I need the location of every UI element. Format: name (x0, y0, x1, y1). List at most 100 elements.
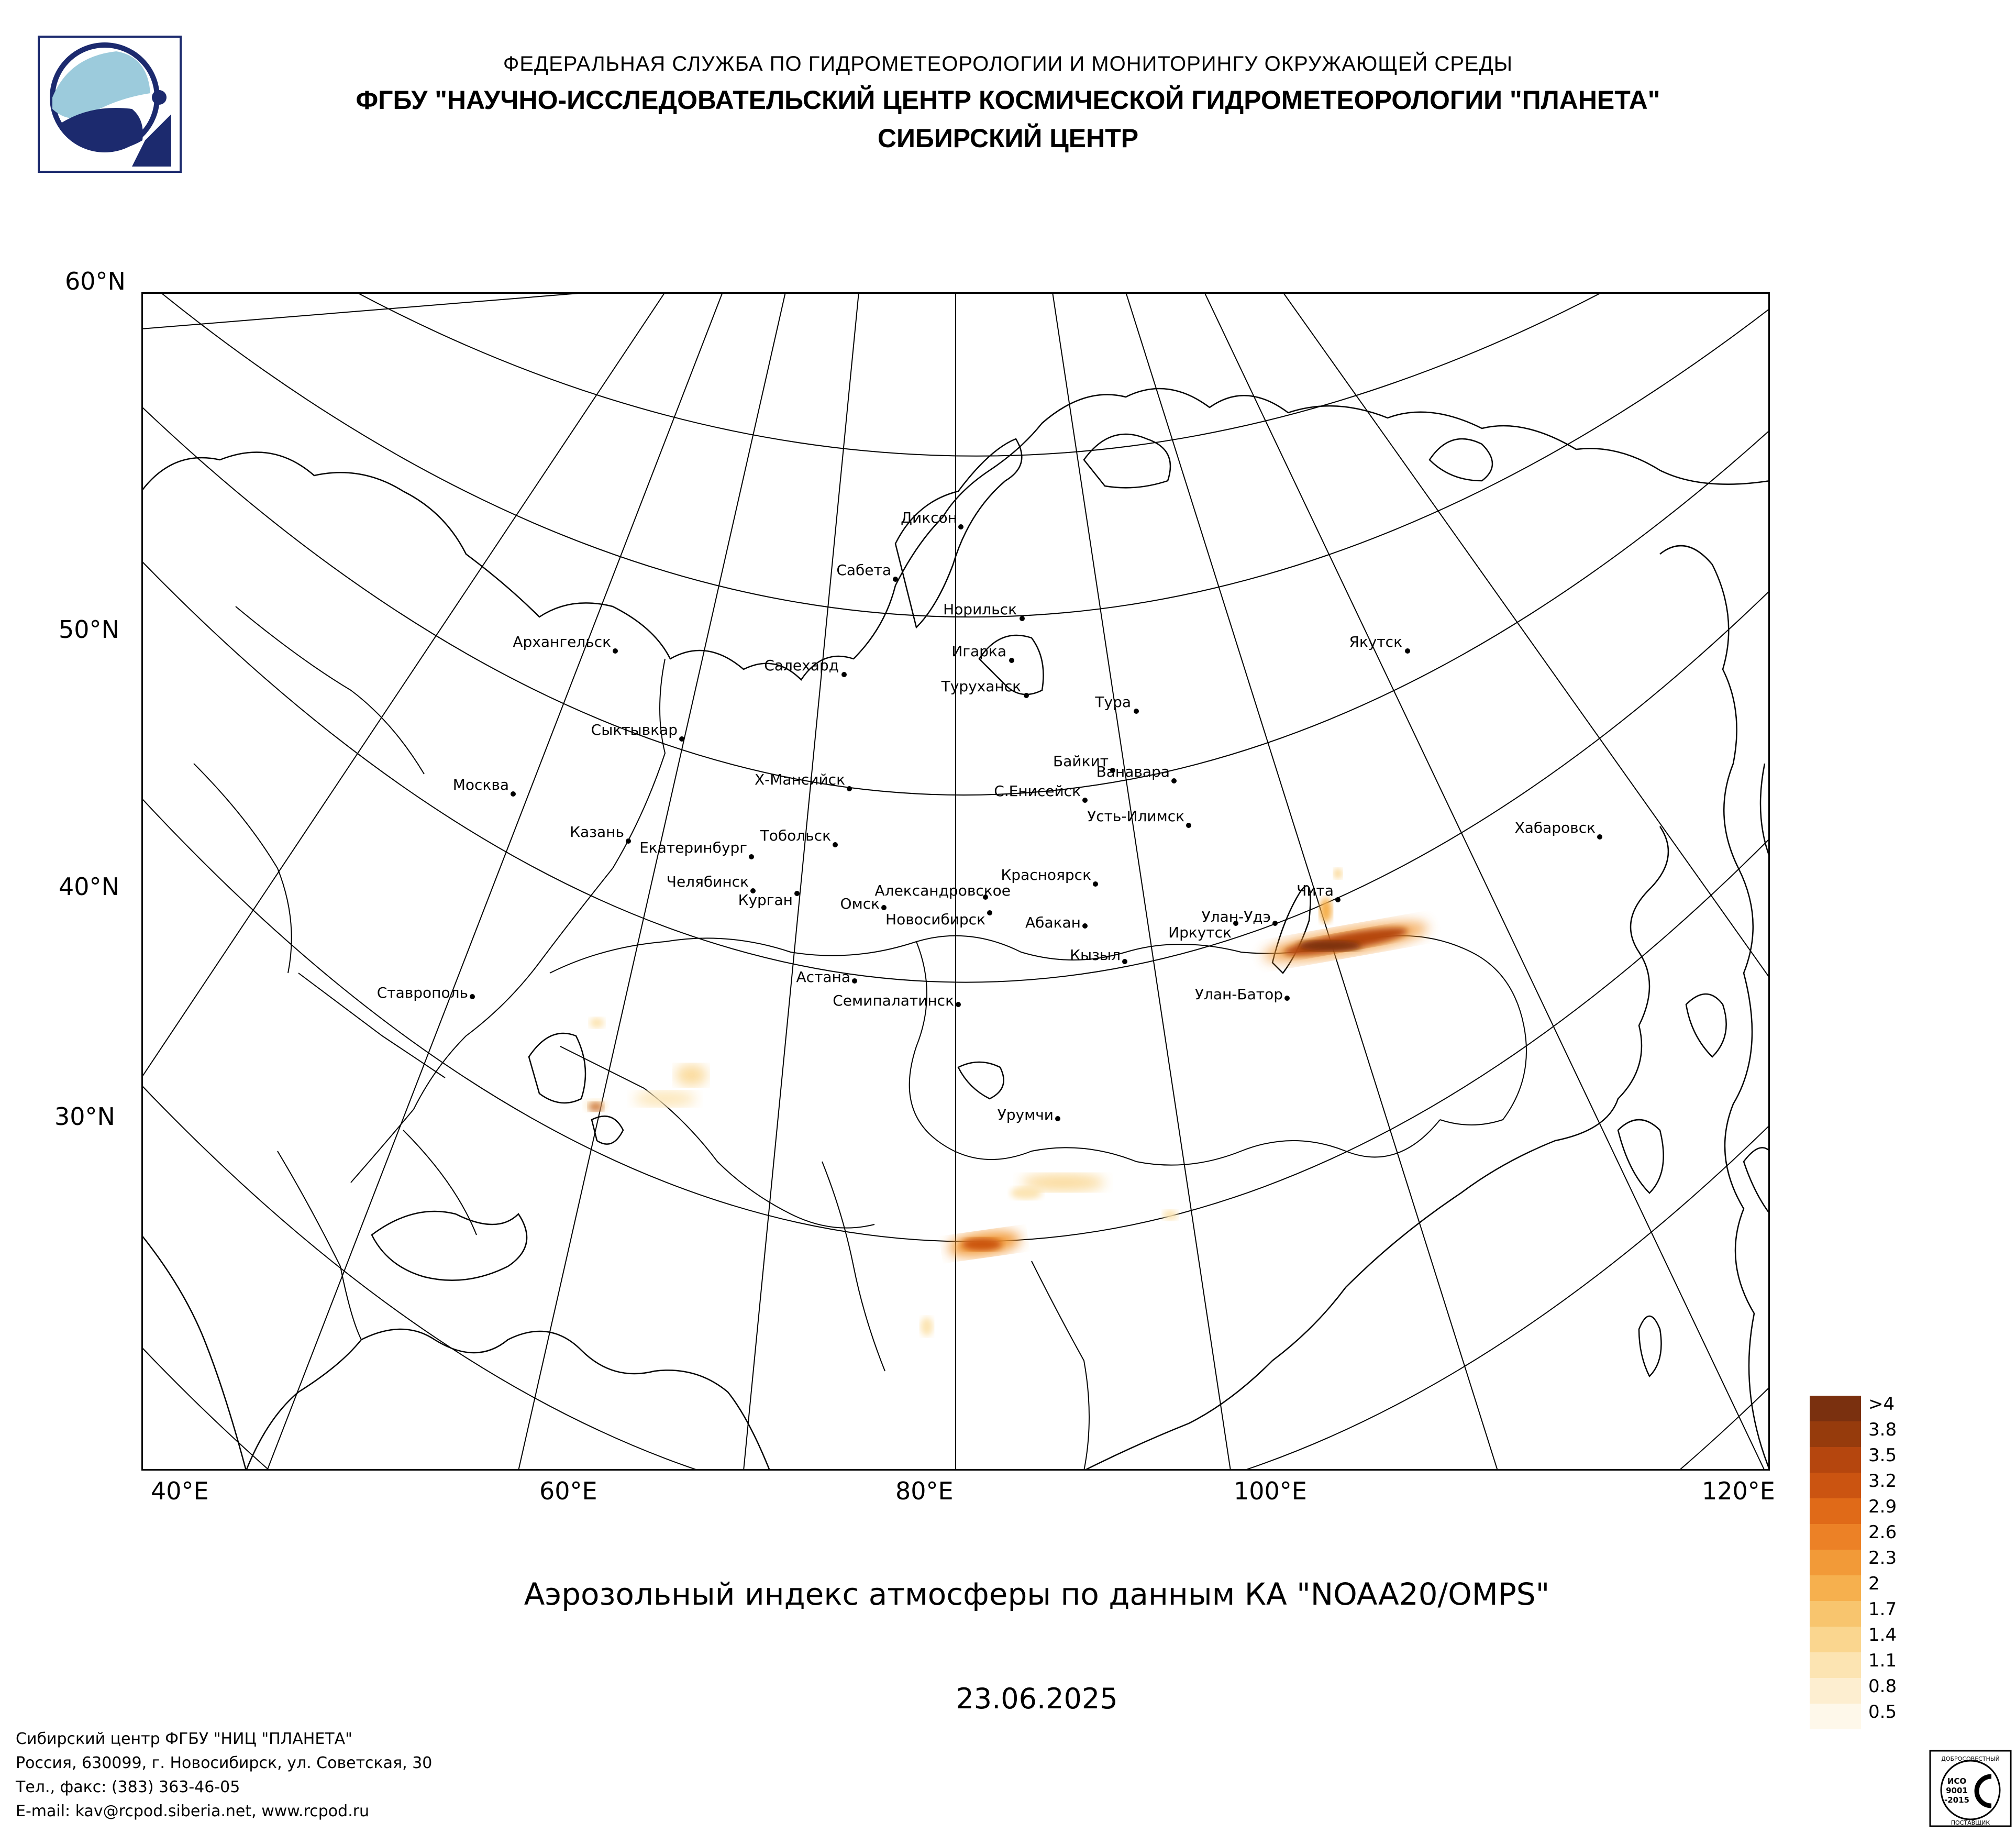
city-aleksandrovskoye: Александровское (875, 882, 1011, 900)
city-arkhangelsk: Архангельск (513, 633, 618, 654)
country-borders (193, 606, 1527, 1471)
legend-swatch (1810, 1524, 1861, 1550)
legend-swatch (1810, 1575, 1861, 1601)
planeta-logo-icon (38, 36, 182, 173)
city-omsk: Омск (840, 895, 887, 912)
aerosol-plumes (584, 868, 1428, 1336)
svg-text:Архангельск: Архангельск (513, 633, 611, 650)
svg-text:С.Енисейск: С.Енисейск (994, 782, 1081, 800)
city-stavropol: Ставрополь (377, 984, 475, 1001)
iso-certificate-icon: ДОБРОСОВЕСТНЫЙ ИСО 9001 -2015 ПОСТАВЩИК (1929, 1750, 2012, 1827)
svg-text:Тура: Тура (1094, 693, 1131, 711)
legend-item: 2 (1810, 1573, 1914, 1601)
center-title: СИБИРСКИЙ ЦЕНТР (877, 124, 1139, 153)
footer-org: Сибирский центр ФГБУ "НИЦ "ПЛАНЕТА" (16, 1730, 352, 1748)
city-ulan-ude: Улан-Удэ (1202, 908, 1278, 926)
legend-item: 2.3 (1810, 1548, 1914, 1575)
map-date: 23.06.2025 (956, 1682, 1118, 1715)
city-syktyvkar: Сыктывкар (591, 721, 684, 742)
city-dikson: Диксон (901, 509, 963, 529)
legend-label: 1.7 (1868, 1599, 1897, 1620)
agency-title: ФЕДЕРАЛЬНАЯ СЛУЖБА ПО ГИДРОМЕТЕОРОЛОГИИ … (503, 52, 1513, 75)
city-sabeta: Сабета (836, 561, 898, 582)
svg-text:Новосибирск: Новосибирск (885, 911, 985, 928)
city-chita: Чита (1297, 882, 1341, 902)
legend-swatch (1810, 1704, 1861, 1729)
city-kyzyl: Кызыл (1070, 946, 1127, 964)
svg-text:Усть-Илимск: Усть-Илимск (1087, 808, 1184, 825)
longitude-graticule (141, 292, 1770, 1471)
svg-text:Диксон: Диксон (901, 509, 957, 526)
city-krasnoyarsk: Красноярск (1001, 866, 1098, 887)
svg-text:Челябинск: Челябинск (667, 873, 749, 890)
city-yekaterinburg: Екатеринбург (639, 839, 754, 859)
legend-label: 0.5 (1868, 1702, 1897, 1722)
legend-label: >4 (1868, 1394, 1895, 1415)
legend-item: 1.7 (1810, 1599, 1914, 1627)
svg-text:Семипалатинск: Семипалатинск (833, 992, 954, 1009)
legend-label: 0.8 (1868, 1676, 1897, 1697)
city-tura: Тура (1094, 693, 1139, 714)
city-urumqi: Урумчи (998, 1106, 1060, 1123)
city-salekhard: Салехард (764, 657, 847, 677)
legend-label: 3.5 (1868, 1445, 1897, 1466)
svg-text:Улан-Батор: Улан-Батор (1195, 986, 1283, 1003)
city-irkutsk: Иркутск (1168, 921, 1238, 941)
coastlines (141, 388, 1770, 1471)
city-norilsk: Норильск (943, 601, 1025, 621)
legend-label: 2.9 (1868, 1496, 1897, 1517)
svg-text:Красноярск: Красноярск (1001, 866, 1091, 884)
svg-text:Байкит: Байкит (1053, 753, 1109, 770)
svg-text:Чита: Чита (1297, 882, 1334, 899)
legend-swatch (1810, 1678, 1861, 1704)
legend-item: 3.8 (1810, 1419, 1914, 1447)
svg-text:Норильск: Норильск (943, 601, 1017, 618)
svg-text:-2015: -2015 (1944, 1795, 1969, 1805)
footer-email: E-mail: kav@rcpod.siberia.net, www.rcpod… (16, 1802, 370, 1820)
city-turukhansk: Туруханск (941, 678, 1029, 698)
legend-swatch (1810, 1627, 1861, 1652)
legend-item: 2.6 (1810, 1522, 1914, 1550)
lon-label-80: 80°E (895, 1477, 954, 1505)
lon-label-40: 40°E (151, 1477, 209, 1505)
svg-text:Кызыл: Кызыл (1070, 946, 1121, 964)
city-khabarovsk: Хабаровск (1515, 819, 1602, 840)
city-s-yeniseysk: С.Енисейск (994, 782, 1088, 803)
lat-label-30: 30°N (54, 1102, 115, 1131)
svg-text:Салехард: Салехард (764, 657, 839, 674)
svg-text:Хабаровск: Хабаровск (1515, 819, 1596, 836)
city-markers: Диксон Сабета Норильск Игарка Туруханск … (377, 509, 1602, 1123)
svg-text:ИСО: ИСО (1947, 1776, 1966, 1786)
lon-label-100: 100°E (1234, 1477, 1307, 1505)
lon-label-120: 120°E (1702, 1477, 1775, 1505)
legend-label: 3.8 (1868, 1419, 1897, 1440)
legend-item: 3.5 (1810, 1445, 1914, 1473)
legend-swatch (1810, 1550, 1861, 1575)
legend-label: 2.6 (1868, 1522, 1897, 1543)
svg-text:Иркутск: Иркутск (1168, 924, 1232, 941)
city-yakutsk: Якутск (1349, 633, 1410, 654)
legend-label: 1.4 (1868, 1625, 1897, 1646)
city-kh-mansiysk: Х-Мансийск (755, 771, 852, 791)
svg-text:Якутск: Якутск (1349, 633, 1402, 650)
legend-label: 2 (1868, 1573, 1880, 1594)
legend-swatch (1810, 1447, 1861, 1473)
legend-item: >4 (1810, 1394, 1914, 1421)
legend-label: 2.3 (1868, 1548, 1897, 1569)
svg-text:Тобольск: Тобольск (760, 827, 831, 844)
svg-text:Казань: Казань (570, 823, 624, 841)
legend-item: 0.5 (1810, 1702, 1914, 1729)
legend-swatch (1810, 1396, 1861, 1421)
legend-label: 3.2 (1868, 1471, 1897, 1492)
lat-label-50: 50°N (59, 615, 119, 644)
city-ulan-bator: Улан-Батор (1195, 986, 1290, 1003)
legend-item: 1.4 (1810, 1625, 1914, 1652)
svg-text:Сабета: Сабета (836, 561, 891, 579)
footer-phone: Тел., факс: (383) 363-46-05 (16, 1778, 240, 1796)
city-chelyabinsk: Челябинск (667, 873, 756, 893)
city-igarka: Игарка (951, 643, 1014, 663)
legend-swatch (1810, 1473, 1861, 1498)
svg-text:Ванавара: Ванавара (1096, 763, 1170, 780)
svg-text:Игарка: Игарка (951, 643, 1006, 660)
svg-text:Х-Мансийск: Х-Мансийск (755, 771, 845, 788)
